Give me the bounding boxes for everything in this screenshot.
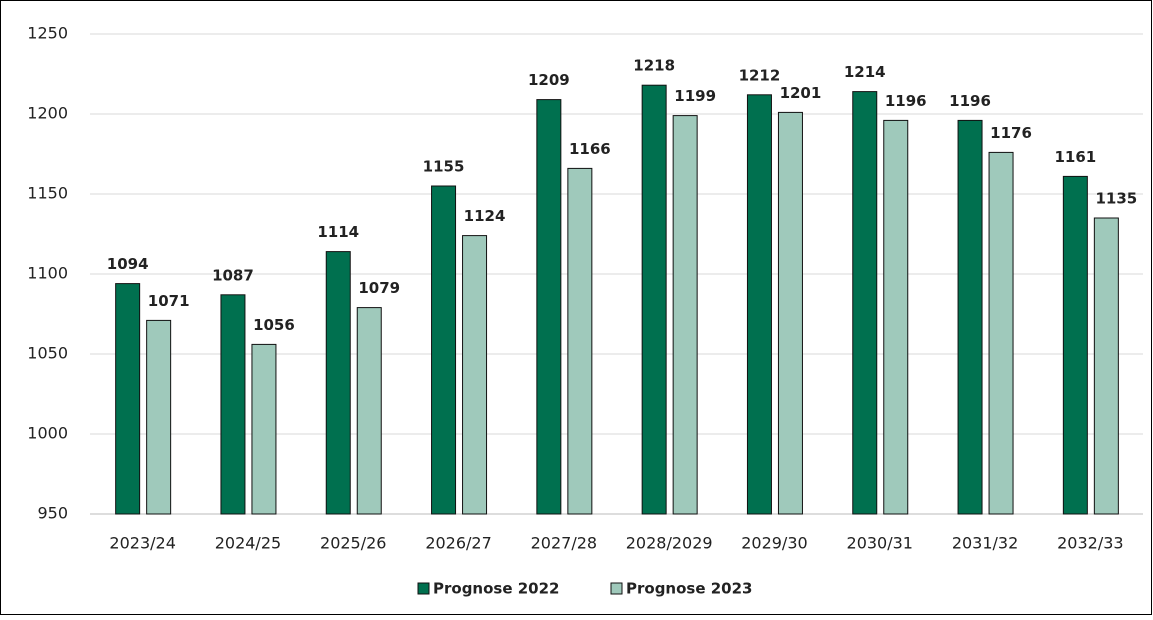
bar <box>325 251 351 515</box>
x-tick-label: 2029/30 <box>741 534 807 553</box>
data-label: 1166 <box>569 140 611 158</box>
data-label: 1155 <box>423 158 465 176</box>
bar <box>641 84 667 515</box>
data-label: 1071 <box>148 292 190 310</box>
y-tick-label: 1100 <box>27 264 68 283</box>
bar <box>356 307 382 515</box>
y-tick-label: 950 <box>37 504 68 523</box>
legend-swatch <box>417 582 430 595</box>
legend-label: Prognose 2022 <box>433 580 560 598</box>
bar <box>746 94 772 515</box>
legend-swatch <box>610 582 623 595</box>
x-tick-label: 2025/26 <box>320 534 386 553</box>
data-label: 1201 <box>780 84 822 102</box>
bar <box>777 111 803 515</box>
x-tick-label: 2026/27 <box>425 534 491 553</box>
data-label: 1212 <box>739 66 781 84</box>
data-label: 1079 <box>358 279 400 297</box>
y-tick-label: 1050 <box>27 344 68 363</box>
y-tick-label: 1250 <box>27 24 68 43</box>
data-label: 1135 <box>1095 190 1137 208</box>
data-label: 1209 <box>528 71 570 89</box>
x-tick-label: 2031/32 <box>952 534 1018 553</box>
bar <box>115 283 141 515</box>
bar <box>251 343 277 515</box>
bar <box>431 185 457 515</box>
x-tick-label: 2023/24 <box>109 534 175 553</box>
bar <box>852 91 878 515</box>
y-tick-label: 1000 <box>27 424 68 443</box>
data-label: 1196 <box>885 92 927 110</box>
bar <box>567 167 593 515</box>
data-label: 1161 <box>1054 148 1096 166</box>
bar <box>536 99 562 515</box>
data-label: 1094 <box>107 255 149 273</box>
x-tick-label: 2028/2029 <box>626 534 713 553</box>
data-label: 1176 <box>990 124 1032 142</box>
x-tick-label: 2024/25 <box>215 534 281 553</box>
data-label: 1218 <box>633 57 675 75</box>
bar <box>1062 175 1088 515</box>
bar <box>672 115 698 515</box>
data-label: 1199 <box>674 87 716 105</box>
x-tick-label: 2027/28 <box>531 534 597 553</box>
x-tick-label: 2032/33 <box>1057 534 1123 553</box>
data-label: 1056 <box>253 316 295 334</box>
data-label: 1214 <box>844 63 886 81</box>
bar <box>146 319 172 515</box>
legend-label: Prognose 2023 <box>626 580 753 598</box>
bar <box>957 119 983 515</box>
bar <box>988 151 1014 515</box>
data-label: 1114 <box>317 223 359 241</box>
bar <box>883 119 909 515</box>
x-tick-label: 2030/31 <box>847 534 913 553</box>
bar <box>220 294 246 515</box>
data-label: 1124 <box>464 207 506 225</box>
data-label: 1196 <box>949 92 991 110</box>
bar <box>462 235 488 515</box>
y-tick-label: 1150 <box>27 184 68 203</box>
y-tick-label: 1200 <box>27 104 68 123</box>
data-label: 1087 <box>212 266 254 284</box>
bar <box>1093 217 1119 515</box>
